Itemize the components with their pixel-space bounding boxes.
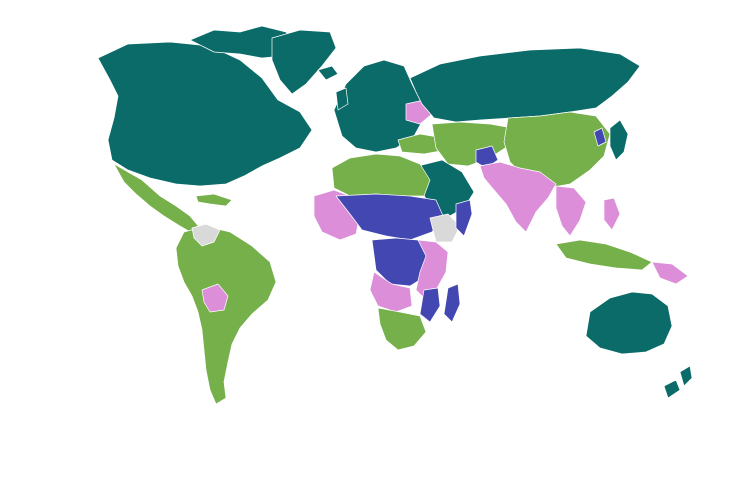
region-png[interactable] [651, 261, 689, 285]
region-southeast-asia[interactable] [555, 185, 587, 237]
region-southern-africa[interactable] [377, 307, 427, 351]
region-mozambique[interactable] [419, 287, 441, 323]
region-south-america[interactable] [175, 225, 277, 405]
region-korea[interactable] [593, 127, 607, 147]
region-china[interactable] [503, 111, 611, 189]
region-iceland[interactable] [317, 65, 339, 81]
region-south-asia[interactable] [479, 161, 557, 233]
region-greenland[interactable] [271, 29, 337, 95]
region-bolivia[interactable] [201, 283, 229, 313]
region-japan[interactable] [609, 119, 629, 161]
region-venezuela[interactable] [191, 223, 221, 247]
region-angola[interactable] [369, 271, 413, 313]
region-north-america[interactable] [97, 41, 313, 187]
region-new-zealand-south[interactable] [663, 379, 681, 399]
region-new-zealand[interactable] [679, 365, 693, 387]
region-madagascar[interactable] [443, 283, 461, 323]
region-australia[interactable] [585, 291, 673, 355]
region-sahel[interactable] [335, 193, 445, 241]
region-caribbean[interactable] [195, 193, 233, 207]
region-philippines[interactable] [603, 197, 621, 231]
region-uk[interactable] [335, 87, 349, 111]
region-russia[interactable] [409, 47, 641, 123]
region-indonesia[interactable] [555, 239, 653, 271]
region-ethiopia[interactable] [429, 213, 461, 243]
region-somalia[interactable] [455, 199, 473, 237]
